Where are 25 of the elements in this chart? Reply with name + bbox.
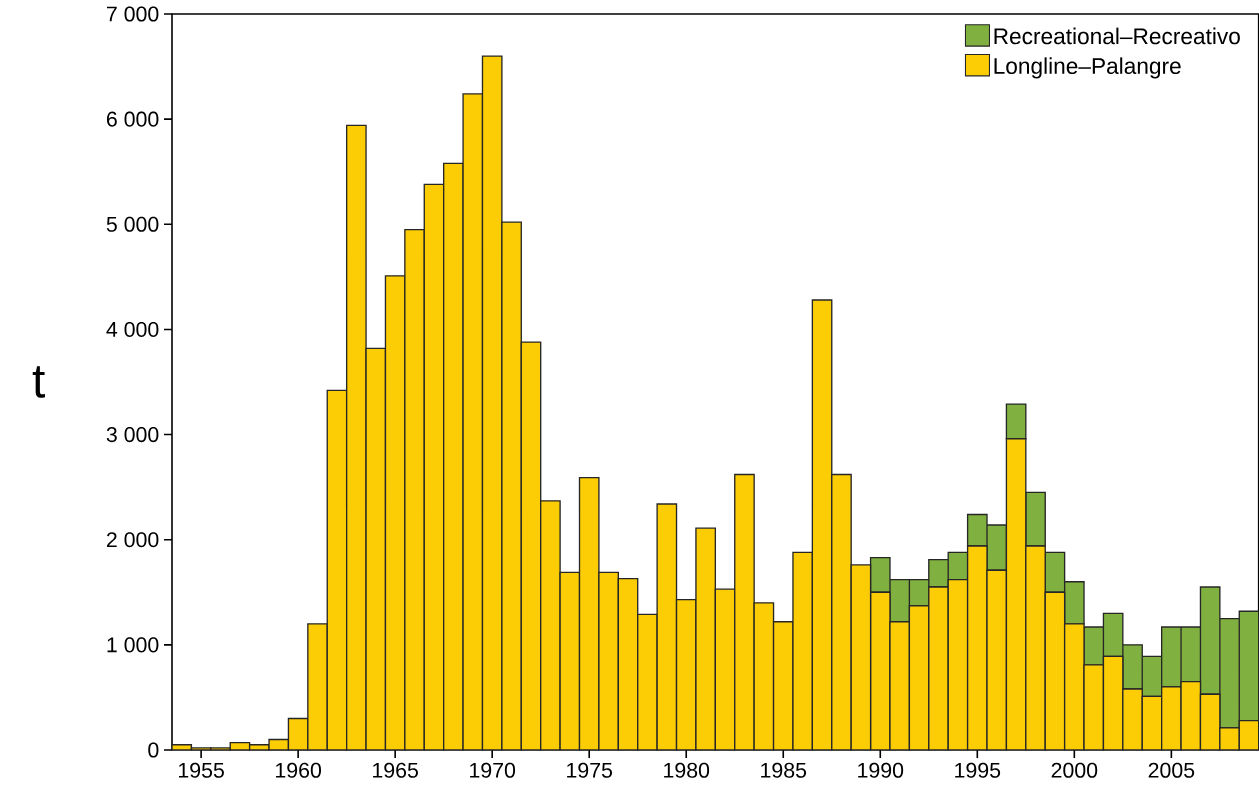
x-tick-label: 1955 (179, 762, 224, 778)
x-tick-label: 1985 (761, 762, 807, 778)
y-tick-label: 3 000 (106, 427, 159, 443)
x-tick-label: 1965 (373, 762, 418, 778)
x-tick-label: 1995 (955, 762, 1001, 778)
x-tick-label: 1970 (470, 762, 516, 778)
y-tick-label: 7 000 (106, 6, 159, 22)
y-tick-label: 2 000 (106, 532, 159, 548)
bar (1025, 491, 1046, 547)
legend-label: Longline–Palangre (994, 57, 1181, 79)
y-axis-title: t (32, 366, 45, 398)
legend-label: Recreational–Recreativo (994, 27, 1240, 45)
x-tick-label: 1990 (858, 762, 904, 778)
x-tick-label: 1975 (567, 762, 613, 778)
x-tick-label: 1960 (276, 762, 322, 778)
x-tick-label: 2000 (1051, 762, 1098, 778)
y-tick-label: 4 000 (106, 321, 159, 337)
y-tick-label: 5 000 (106, 216, 159, 232)
y-tick-label: 6 000 (106, 111, 159, 127)
y-tick-label: 1 000 (107, 637, 159, 653)
y-tick-label: 0 (148, 742, 159, 758)
bar (986, 524, 1008, 571)
bar (869, 556, 891, 593)
x-tick-label: 1980 (664, 762, 710, 778)
x-tick-label: 2005 (1148, 762, 1195, 778)
